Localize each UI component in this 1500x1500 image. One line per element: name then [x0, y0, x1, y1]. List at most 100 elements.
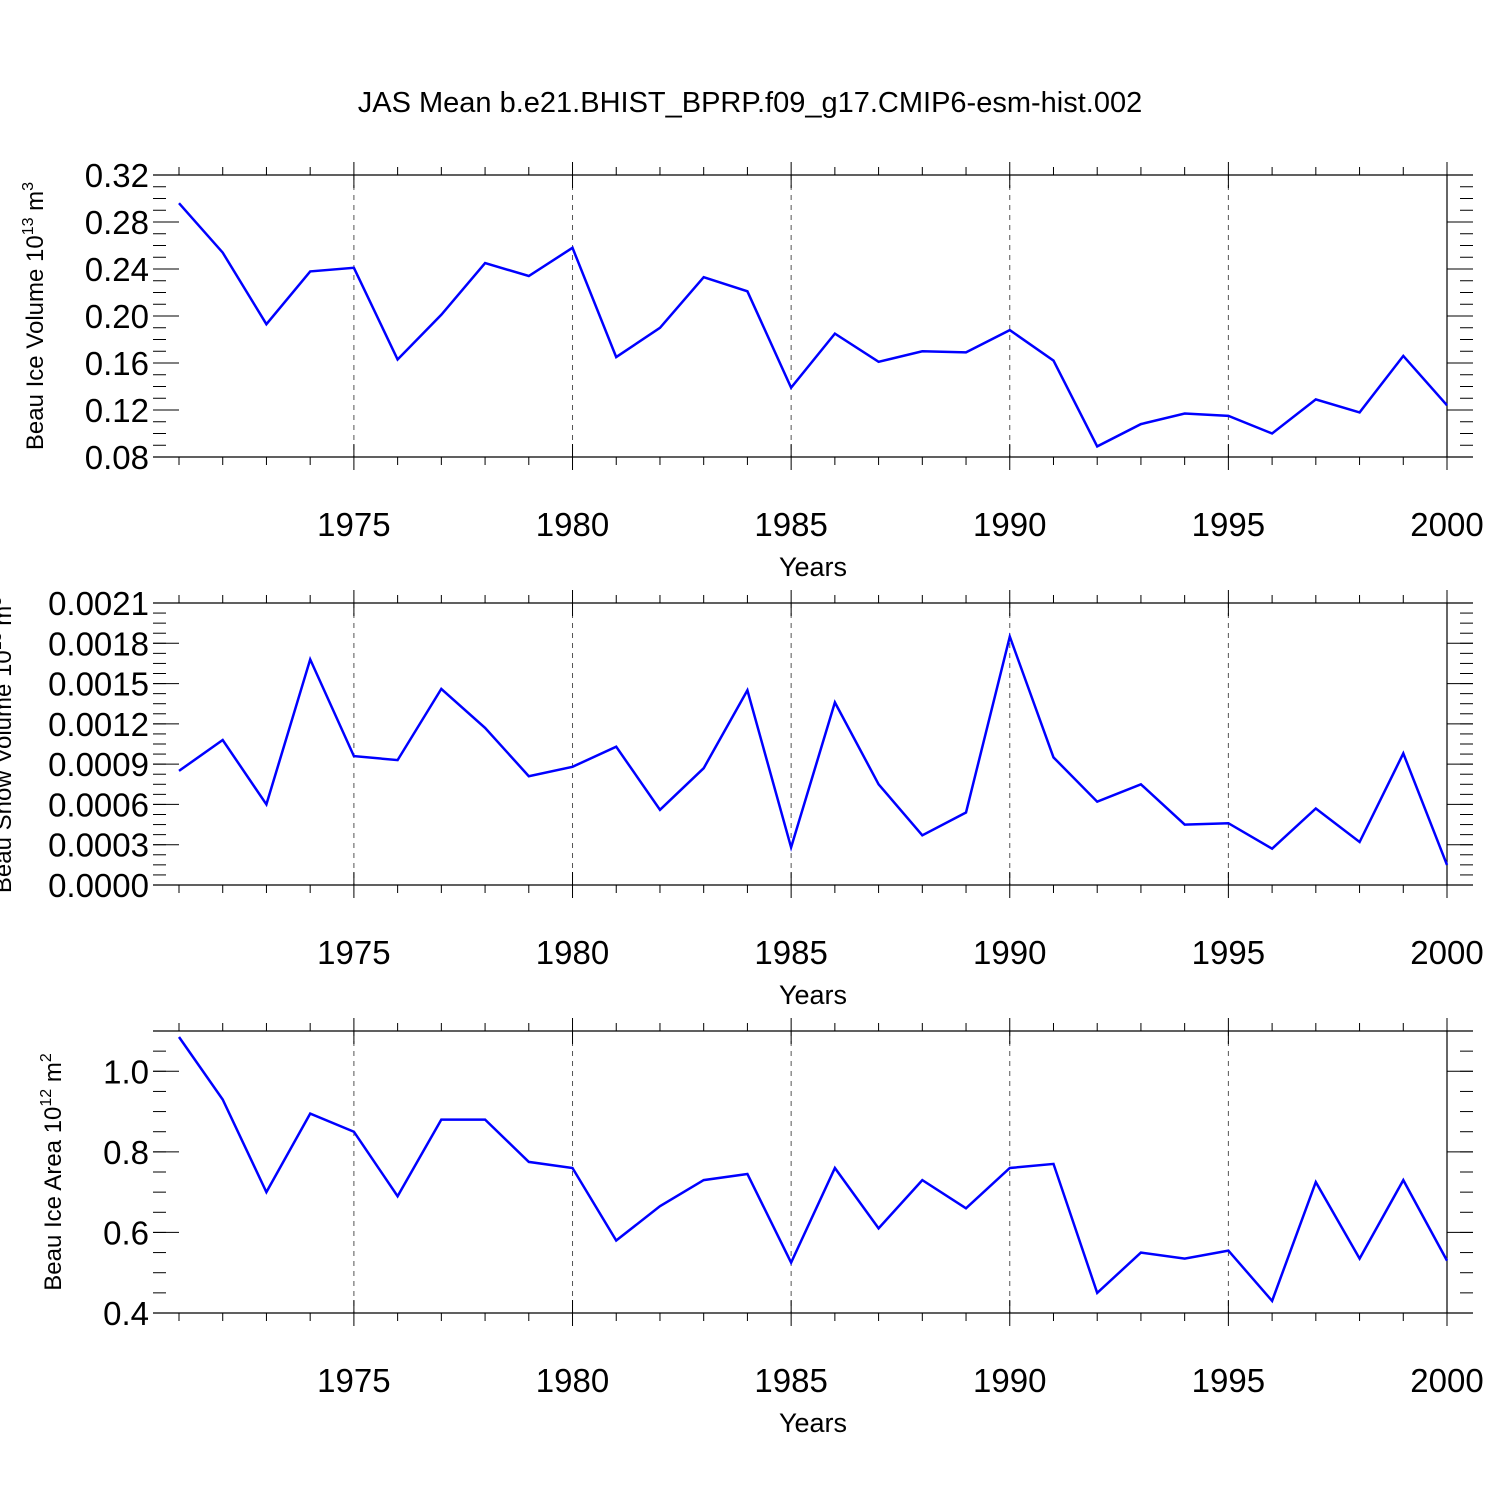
data-point [1315, 1181, 1317, 1183]
data-point [615, 356, 617, 358]
data-point [571, 766, 573, 768]
data-point [265, 1191, 267, 1193]
data-point [746, 689, 748, 691]
data-point [1183, 412, 1185, 414]
x-tick-label: 1995 [1192, 934, 1265, 971]
data-point [659, 1205, 661, 1207]
y-tick-label: 0.6 [103, 1214, 149, 1251]
data-point [746, 290, 748, 292]
data-point [965, 811, 967, 813]
data-point [921, 1179, 923, 1181]
data-point [1271, 432, 1273, 434]
y-tick-label: 0.0018 [48, 625, 149, 662]
data-point [834, 1167, 836, 1169]
x-tick-label: 2000 [1410, 1362, 1483, 1399]
panel-ice-volume: 0.08 0.12 0.16 0.20 0.24 0.28 0.32 1975 1980 1985… [20, 157, 1484, 582]
data-point [1358, 411, 1360, 413]
data-point [659, 809, 661, 811]
x-tick-label: 1995 [1192, 1362, 1265, 1399]
data-point [702, 1179, 704, 1181]
ylabel-ice-area: Beau Ice Area 1012 m2 [38, 1053, 67, 1291]
x-tick-label: 1980 [536, 934, 609, 971]
data-point [1358, 841, 1360, 843]
data-point [1446, 864, 1448, 866]
y-tick-label: 0.0000 [48, 867, 149, 904]
data-point [222, 739, 224, 741]
data-point [528, 1161, 530, 1163]
data-point [353, 1131, 355, 1133]
data-point [615, 745, 617, 747]
data-point [440, 688, 442, 690]
y-tick-label: 0.0021 [48, 585, 149, 622]
data-point [921, 350, 923, 352]
data-point [265, 803, 267, 805]
y-tick-label: 0.0003 [48, 827, 149, 864]
y-tick-label: 0.0006 [48, 786, 149, 823]
data-point [265, 323, 267, 325]
data-point [702, 276, 704, 278]
data-point [877, 361, 879, 363]
data-point [309, 658, 311, 660]
data-point [178, 1036, 180, 1038]
data-point [1009, 329, 1011, 331]
data-point [1096, 1292, 1098, 1294]
data-point [877, 1227, 879, 1229]
y-tick-label: 0.28 [85, 204, 149, 241]
data-point [1402, 752, 1404, 754]
data-point [440, 1118, 442, 1120]
data-point [921, 834, 923, 836]
data-point [440, 314, 442, 316]
xlabel-ice-area: Years [779, 1408, 847, 1438]
data-point [1096, 445, 1098, 447]
y-tick-label: 1.0 [103, 1053, 149, 1090]
data-point [222, 251, 224, 253]
data-point [659, 327, 661, 329]
data-point [1227, 415, 1229, 417]
series-line [177, 1036, 1449, 1304]
y-tick-label: 0.32 [85, 157, 149, 194]
data-point [1140, 1251, 1142, 1253]
y-tick-label: 0.24 [85, 251, 149, 288]
data-point [834, 701, 836, 703]
data-point [528, 775, 530, 777]
data-point [746, 1173, 748, 1175]
chart-title: JAS Mean b.e21.BHIST_BPRP.f09_g17.CMIP6-… [358, 87, 1142, 119]
data-point [1271, 1300, 1273, 1302]
data-point [790, 386, 792, 388]
panel-ice-area: 0.4 0.6 0.8 1.0 1975 1980 1985 1990 1995 2000 Bea… [38, 1018, 1484, 1438]
x-tick-label: 2000 [1410, 934, 1483, 971]
data-point [484, 262, 486, 264]
data-point [1052, 359, 1054, 361]
data-point [877, 783, 879, 785]
data-point [615, 1239, 617, 1241]
data-point [1227, 822, 1229, 824]
y-tick-label: 0.0012 [48, 706, 149, 743]
data-point [1358, 1257, 1360, 1259]
data-point [309, 1112, 311, 1114]
x-tick-label: 1990 [973, 1362, 1046, 1399]
data-point [1402, 1179, 1404, 1181]
data-point [1009, 1167, 1011, 1169]
data-point [484, 727, 486, 729]
x-tick-label: 1975 [317, 1362, 390, 1399]
x-tick-label: 2000 [1410, 506, 1483, 543]
data-point [353, 755, 355, 757]
y-tick-label: 0.0009 [48, 746, 149, 783]
data-point [1009, 635, 1011, 637]
data-point [396, 358, 398, 360]
x-tick-label: 1995 [1192, 506, 1265, 543]
data-point [1271, 848, 1273, 850]
data-point [309, 270, 311, 272]
data-point [1315, 398, 1317, 400]
data-point [1446, 1259, 1448, 1261]
data-point [222, 1098, 224, 1100]
data-point [396, 1195, 398, 1197]
x-tick-label: 1985 [754, 934, 827, 971]
data-point [965, 1207, 967, 1209]
data-point [1227, 1249, 1229, 1251]
data-point [702, 767, 704, 769]
data-point [1052, 756, 1054, 758]
data-point [1096, 801, 1098, 803]
data-point [1402, 355, 1404, 357]
